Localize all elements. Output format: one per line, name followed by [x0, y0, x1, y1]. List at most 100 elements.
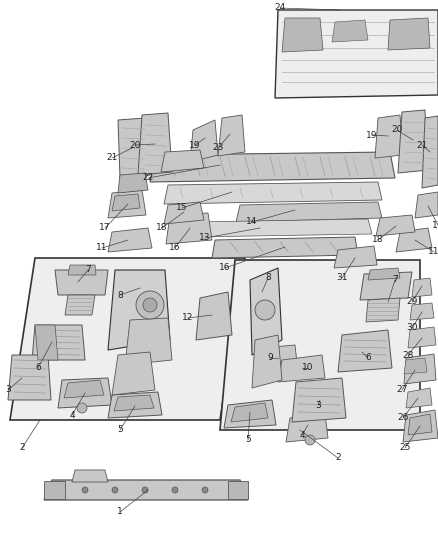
- Text: 1: 1: [117, 507, 123, 516]
- Text: 3: 3: [315, 400, 321, 409]
- Text: 17: 17: [432, 221, 438, 230]
- Text: 27: 27: [396, 385, 408, 394]
- Text: 15: 15: [176, 204, 188, 213]
- Polygon shape: [250, 268, 282, 355]
- Text: 3: 3: [5, 385, 11, 394]
- Polygon shape: [278, 355, 325, 382]
- Text: 11: 11: [428, 247, 438, 256]
- Polygon shape: [228, 481, 248, 499]
- Text: 17: 17: [99, 223, 111, 232]
- Text: 20: 20: [129, 141, 141, 149]
- Polygon shape: [275, 10, 438, 98]
- Polygon shape: [415, 192, 438, 218]
- Text: 18: 18: [156, 223, 168, 232]
- Text: 24: 24: [274, 4, 286, 12]
- Circle shape: [305, 435, 315, 445]
- Text: 19: 19: [189, 141, 201, 149]
- Polygon shape: [35, 325, 58, 360]
- Polygon shape: [338, 330, 392, 372]
- Polygon shape: [108, 392, 162, 418]
- Text: 6: 6: [35, 364, 41, 373]
- Circle shape: [142, 487, 148, 493]
- Circle shape: [82, 487, 88, 493]
- Polygon shape: [112, 352, 155, 395]
- Circle shape: [136, 291, 164, 319]
- Text: 7: 7: [392, 276, 398, 285]
- Polygon shape: [286, 414, 328, 442]
- Polygon shape: [196, 292, 232, 340]
- Text: 4: 4: [69, 410, 75, 419]
- Text: 8: 8: [265, 273, 271, 282]
- Text: 11: 11: [96, 244, 108, 253]
- Circle shape: [255, 300, 275, 320]
- Text: 16: 16: [219, 263, 231, 272]
- Text: 22: 22: [142, 174, 154, 182]
- Polygon shape: [108, 190, 146, 218]
- Polygon shape: [332, 20, 368, 42]
- Polygon shape: [108, 228, 152, 252]
- Text: 4: 4: [299, 431, 305, 440]
- Polygon shape: [161, 150, 204, 172]
- Polygon shape: [408, 327, 436, 348]
- Text: 6: 6: [365, 353, 371, 362]
- Polygon shape: [68, 265, 96, 275]
- Polygon shape: [166, 213, 212, 244]
- Polygon shape: [376, 215, 415, 236]
- Polygon shape: [404, 358, 427, 374]
- Polygon shape: [10, 258, 245, 420]
- Polygon shape: [8, 355, 51, 400]
- Polygon shape: [334, 246, 377, 268]
- Text: 9: 9: [267, 353, 273, 362]
- Polygon shape: [406, 388, 432, 408]
- Polygon shape: [368, 268, 400, 280]
- Text: 8: 8: [117, 290, 123, 300]
- Polygon shape: [44, 481, 65, 499]
- Polygon shape: [282, 18, 323, 52]
- Text: 10: 10: [302, 364, 314, 373]
- Polygon shape: [112, 194, 140, 211]
- Polygon shape: [118, 173, 148, 193]
- Polygon shape: [366, 298, 400, 322]
- Polygon shape: [118, 118, 150, 178]
- Text: 2: 2: [335, 454, 341, 463]
- Polygon shape: [191, 219, 372, 237]
- Polygon shape: [218, 115, 245, 156]
- Text: 21: 21: [106, 154, 118, 163]
- Polygon shape: [58, 378, 112, 408]
- Polygon shape: [375, 115, 403, 158]
- Polygon shape: [404, 354, 436, 384]
- Polygon shape: [236, 202, 382, 222]
- Text: 7: 7: [85, 265, 91, 274]
- Polygon shape: [231, 403, 268, 422]
- Text: 14: 14: [246, 217, 258, 227]
- Polygon shape: [396, 228, 432, 252]
- Polygon shape: [32, 325, 85, 360]
- Polygon shape: [108, 270, 170, 350]
- Polygon shape: [190, 120, 218, 162]
- Text: 28: 28: [403, 351, 413, 359]
- Polygon shape: [164, 182, 382, 204]
- Circle shape: [172, 487, 178, 493]
- Text: 23: 23: [212, 143, 224, 152]
- Polygon shape: [44, 480, 248, 500]
- Polygon shape: [64, 380, 104, 398]
- Text: 19: 19: [366, 131, 378, 140]
- Polygon shape: [224, 400, 276, 428]
- Text: 20: 20: [391, 125, 403, 134]
- Polygon shape: [55, 270, 108, 295]
- Polygon shape: [360, 272, 412, 300]
- Polygon shape: [125, 318, 172, 365]
- Polygon shape: [212, 237, 358, 258]
- Polygon shape: [410, 303, 434, 320]
- Polygon shape: [422, 116, 438, 188]
- Polygon shape: [164, 202, 204, 224]
- Polygon shape: [258, 345, 298, 378]
- Circle shape: [143, 298, 157, 312]
- Text: 2: 2: [19, 443, 25, 453]
- Polygon shape: [252, 335, 282, 388]
- Circle shape: [77, 403, 87, 413]
- Polygon shape: [292, 378, 346, 422]
- Polygon shape: [388, 18, 430, 50]
- Polygon shape: [408, 414, 432, 435]
- Text: 26: 26: [397, 414, 409, 423]
